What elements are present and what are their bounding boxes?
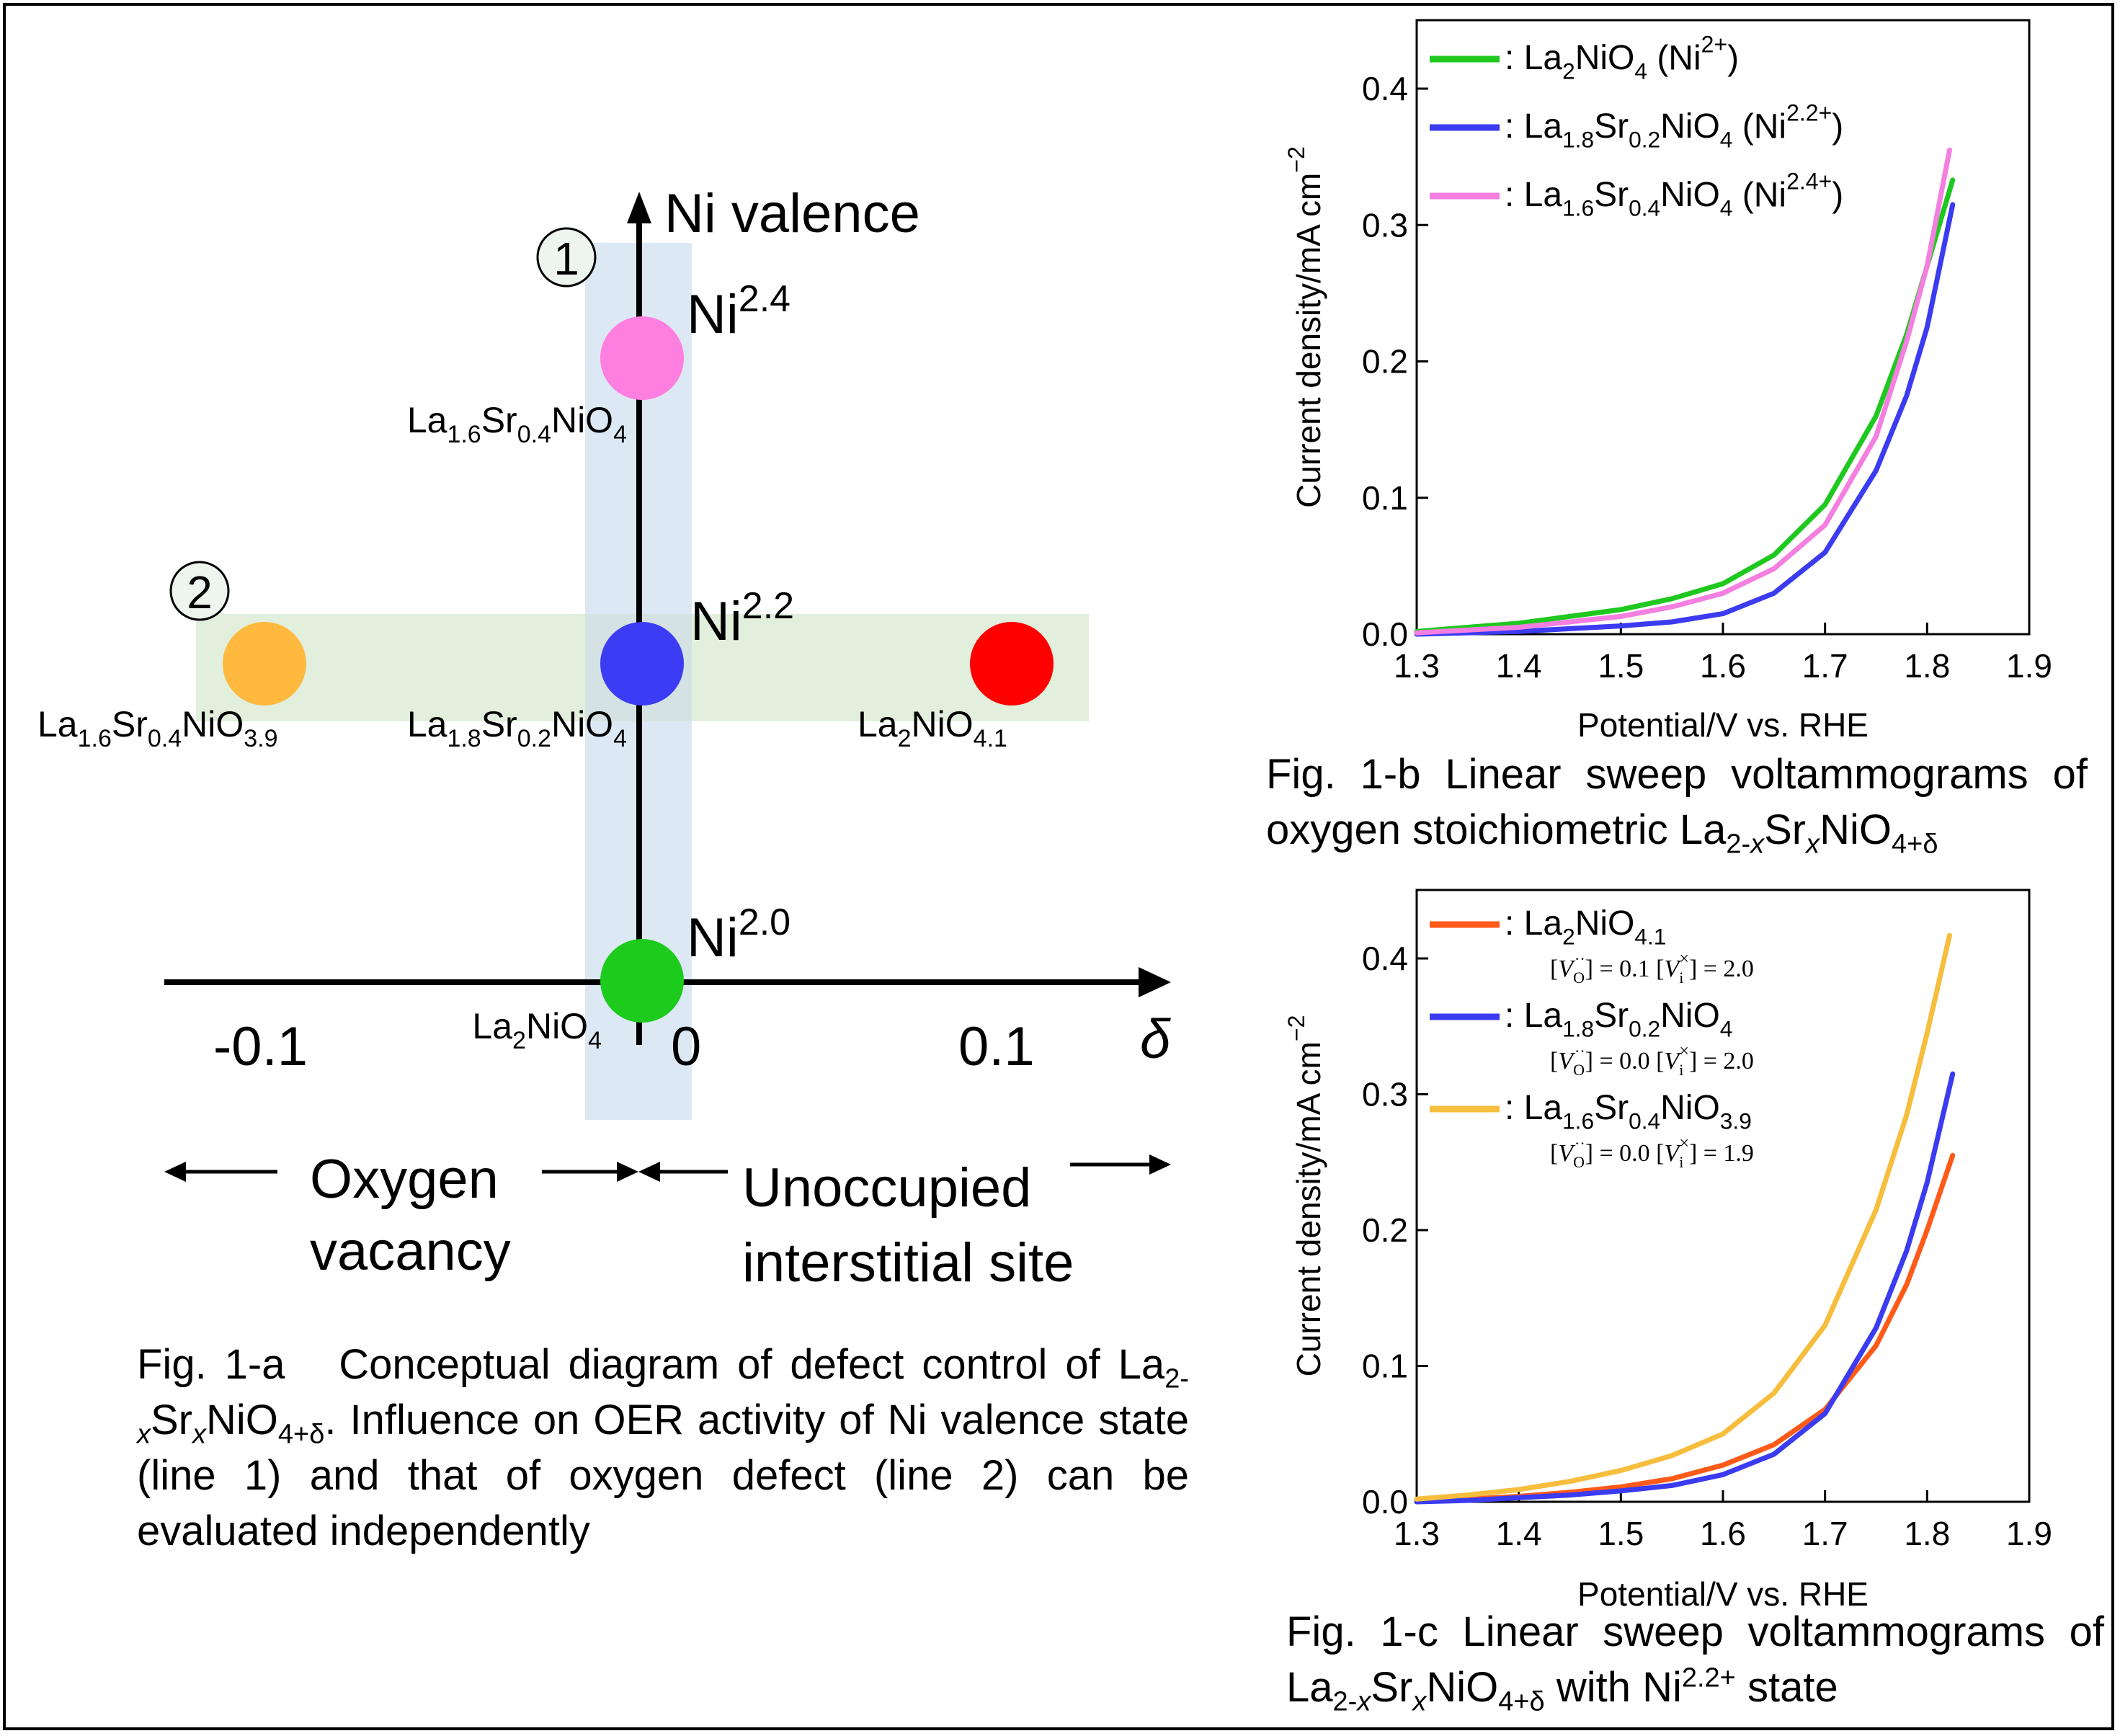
x-tick-label: 1.7 [1802, 647, 1848, 685]
legend-label: : La2NiO4 (Ni2+) [1505, 31, 1739, 84]
ni20-label: Ni2.0 [687, 902, 790, 969]
y-tick-label: 0.1 [1362, 479, 1408, 517]
y-axis-arrow [627, 192, 651, 223]
y-tick-label: 0.3 [1362, 206, 1408, 244]
caption-fig-1c: Fig. 1-c Linear sweep voltammograms of L… [1286, 1608, 2104, 1717]
x-tick-label: 1.3 [1394, 1515, 1440, 1552]
series-line-1 [1414, 177, 1956, 634]
caption-fig-1a: Fig. 1-a Conceptual diagram of defect co… [137, 1341, 1189, 1554]
x-axis-symbol: δ [1140, 1009, 1171, 1070]
label-la16sr04nio39: La1.6Sr0.4NiO3.9 [37, 704, 278, 752]
legend-defect: [VO··] = 0.0 [Vi×] = 1.9 [1550, 1134, 1754, 1171]
series-line-3 [1414, 932, 1952, 1502]
oxygen-vacancy-line1: Oxygen [310, 1149, 499, 1210]
line2-marker [169, 561, 230, 621]
legend-label: : La1.8Sr0.2NiO4 [1505, 997, 1732, 1041]
x-tick-label: 1.8 [1904, 1515, 1950, 1552]
y-tick-label: 0.4 [1362, 940, 1408, 977]
x-axis-label: Potential/V vs. RHE [1577, 1575, 1869, 1613]
y-tick-label: 0.2 [1362, 343, 1408, 380]
label-la18sr02nio4: La1.8Sr0.2NiO4 [407, 704, 627, 752]
x-tick-label: 1.9 [2006, 647, 2052, 685]
fig-1c-chart: 1.3 1.4 1.5 1.6 1.7 1.8 1.9 0.0 0.1 0.2 0.3 0.4 Pote… [1283, 889, 2052, 1613]
y-tick-label: 0.1 [1362, 1348, 1408, 1385]
point-la2nio41 [970, 622, 1054, 705]
unoccupied-line2: interstitial site [742, 1232, 1074, 1294]
x-tick-pos: 0.1 [958, 1016, 1035, 1077]
x-tick-label: 1.7 [1802, 1515, 1848, 1552]
series-line-2 [1414, 202, 1956, 637]
y-tick-label: 0.0 [1362, 1483, 1408, 1521]
x-tick-label: 1.4 [1496, 1515, 1542, 1552]
ni24-label: Ni2.4 [687, 278, 790, 345]
x-tick-label: 1.4 [1496, 647, 1542, 685]
point-la2nio4 [600, 939, 684, 1023]
label-la16sr04nio4: La1.6Sr0.4NiO4 [407, 400, 627, 448]
formula: La2-xSrxNiO4+δ [137, 1341, 1189, 1450]
x-tick-label: 1.6 [1700, 1515, 1746, 1552]
x-axis-arrow [1139, 967, 1171, 997]
x-tick-label: 1.8 [1904, 647, 1950, 685]
y-tick-label: 0.4 [1362, 70, 1408, 107]
y-axis-label: Current density/mA cm−2 [1283, 1015, 1327, 1377]
line1-marker [536, 227, 597, 288]
y-tick-label: 0.3 [1362, 1076, 1408, 1113]
x-tick-zero: 0 [671, 1016, 701, 1077]
legend-defect: [VO··] = 0.0 [Vi×] = 2.0 [1550, 1042, 1754, 1079]
unoccupied-line1: Unoccupied [742, 1157, 1031, 1219]
ni22-label: Ni2.2 [690, 585, 794, 652]
x-tick-label: 1.3 [1394, 647, 1440, 685]
x-tick-label: 1.9 [2006, 1515, 2052, 1552]
line2-marker-label: 2 [187, 566, 213, 618]
point-la16sr04nio4 [600, 316, 684, 400]
x-tick-neg: -0.1 [213, 1016, 308, 1077]
x-tick-label: 1.6 [1700, 647, 1746, 685]
label-la2nio4: La2NiO4 [472, 1006, 602, 1054]
legend-label: : La1.8Sr0.2NiO4 (Ni2.2+) [1505, 99, 1843, 152]
label-la2nio41: La2NiO4.1 [858, 704, 1007, 752]
x-tick-label: 1.5 [1598, 647, 1644, 685]
series-line-3 [1414, 147, 1952, 636]
y-tick-label: 0.2 [1362, 1211, 1408, 1249]
oxygen-vacancy-line2: vacancy [310, 1221, 511, 1282]
legend-label: : La2NiO4.1 [1505, 904, 1666, 949]
x-tick-label: 1.5 [1598, 1515, 1644, 1552]
y-axis-label: Ni valence [664, 183, 920, 244]
y-axis-label: Current density/mA cm−2 [1283, 146, 1327, 508]
figure-frame [3, 3, 2114, 1730]
legend-label: : La1.6Sr0.4NiO4 (Ni2.4+) [1505, 168, 1843, 221]
fig-1b-chart: 1.3 1.4 1.5 1.6 1.7 1.8 1.9 0.0 0.1 0.2 0.3 0.4 Pote… [1283, 19, 2052, 744]
point-la16sr04nio39 [223, 622, 306, 705]
legend-defect: [VO··] = 0.1 [Vi×] = 2.0 [1550, 950, 1754, 987]
x-axis-label: Potential/V vs. RHE [1577, 706, 1869, 744]
legend-label: : La1.6Sr0.4NiO3.9 [1505, 1089, 1752, 1134]
point-la18sr02nio4 [600, 622, 684, 705]
caption-fig-1b: Fig. 1-b Linear sweep voltammograms of o… [1266, 751, 2088, 860]
series-line-2 [1414, 1071, 1956, 1505]
y-tick-label: 0.0 [1362, 615, 1408, 653]
line1-marker-label: 1 [553, 233, 579, 285]
